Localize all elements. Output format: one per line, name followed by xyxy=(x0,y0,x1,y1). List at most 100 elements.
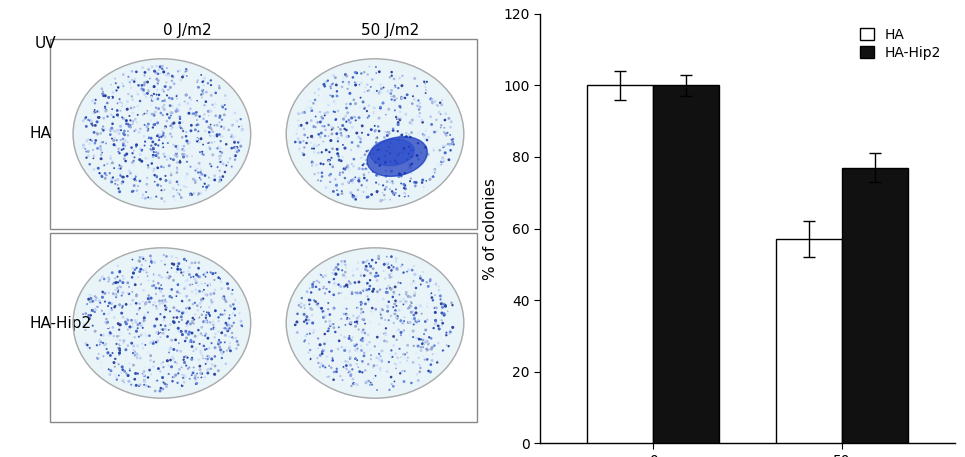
Point xyxy=(116,115,131,122)
Point xyxy=(163,345,179,352)
Point xyxy=(353,289,369,297)
Point xyxy=(368,306,383,313)
Point xyxy=(126,176,142,183)
Point xyxy=(315,122,330,130)
Point xyxy=(353,154,369,162)
Point xyxy=(402,133,418,141)
Point xyxy=(413,336,428,343)
Point xyxy=(381,106,397,113)
Point xyxy=(151,365,166,372)
Point xyxy=(422,334,437,341)
Point xyxy=(148,121,163,128)
Point xyxy=(151,70,166,77)
Point xyxy=(179,292,194,300)
Point xyxy=(171,324,186,332)
Point xyxy=(207,353,223,360)
Point xyxy=(187,112,203,119)
Point xyxy=(439,329,455,336)
Point xyxy=(294,149,310,156)
Point xyxy=(230,117,245,125)
Point xyxy=(303,355,318,362)
Point xyxy=(112,267,127,275)
Point xyxy=(134,118,150,126)
Point xyxy=(330,135,345,142)
Point xyxy=(139,110,154,117)
Point xyxy=(428,304,444,312)
Point xyxy=(297,305,313,312)
Point xyxy=(179,133,194,140)
Point xyxy=(353,336,369,344)
Point xyxy=(121,289,136,297)
Point xyxy=(165,373,180,381)
Point xyxy=(343,320,358,328)
Point xyxy=(81,292,96,300)
Point xyxy=(165,102,180,110)
Point xyxy=(167,152,182,159)
Point xyxy=(420,341,435,348)
Point xyxy=(196,286,211,293)
Point xyxy=(181,304,197,312)
Point xyxy=(152,68,167,75)
Point xyxy=(123,290,138,298)
Point xyxy=(304,159,319,166)
Point xyxy=(415,131,430,138)
Point xyxy=(333,331,348,339)
Point xyxy=(359,148,374,155)
Point xyxy=(110,360,125,367)
Point xyxy=(222,340,237,347)
Point xyxy=(370,277,385,284)
Point xyxy=(433,124,449,131)
Point xyxy=(193,169,208,176)
Point xyxy=(158,79,174,86)
Point xyxy=(115,377,130,384)
Point xyxy=(340,165,355,173)
Point xyxy=(130,77,146,84)
Point xyxy=(433,158,449,165)
Point xyxy=(389,113,404,120)
Point xyxy=(410,102,426,110)
Point xyxy=(403,120,419,128)
Point xyxy=(359,165,374,173)
Point xyxy=(372,321,387,328)
Point xyxy=(185,175,201,183)
Point xyxy=(159,357,175,364)
Point xyxy=(397,327,412,334)
Point xyxy=(432,292,448,300)
Point xyxy=(325,80,341,87)
Point xyxy=(162,308,178,315)
Point xyxy=(422,279,437,287)
Point xyxy=(180,330,196,338)
Point xyxy=(427,166,442,174)
Point xyxy=(372,128,387,135)
Point xyxy=(299,330,315,338)
Point xyxy=(189,122,205,129)
Point xyxy=(343,361,358,369)
Point xyxy=(294,294,310,302)
Point xyxy=(356,349,372,356)
Point xyxy=(372,68,387,75)
Point xyxy=(165,142,180,149)
Point xyxy=(408,284,424,292)
Point xyxy=(297,131,313,138)
Point xyxy=(191,326,207,334)
Point xyxy=(414,117,429,124)
Point xyxy=(224,133,239,140)
Point xyxy=(113,329,128,336)
Point xyxy=(91,165,106,172)
Point xyxy=(83,298,98,305)
Point xyxy=(185,110,201,117)
Point xyxy=(389,115,404,122)
Point xyxy=(410,97,426,105)
Point xyxy=(181,364,197,371)
Point xyxy=(357,105,372,112)
Point xyxy=(116,337,131,345)
Point xyxy=(86,166,101,173)
Point xyxy=(127,116,143,123)
Point xyxy=(320,109,336,116)
Point xyxy=(374,356,390,363)
Point xyxy=(131,302,147,309)
Point xyxy=(149,339,164,346)
Point xyxy=(354,149,370,156)
Point xyxy=(328,183,344,190)
Point xyxy=(133,193,149,201)
